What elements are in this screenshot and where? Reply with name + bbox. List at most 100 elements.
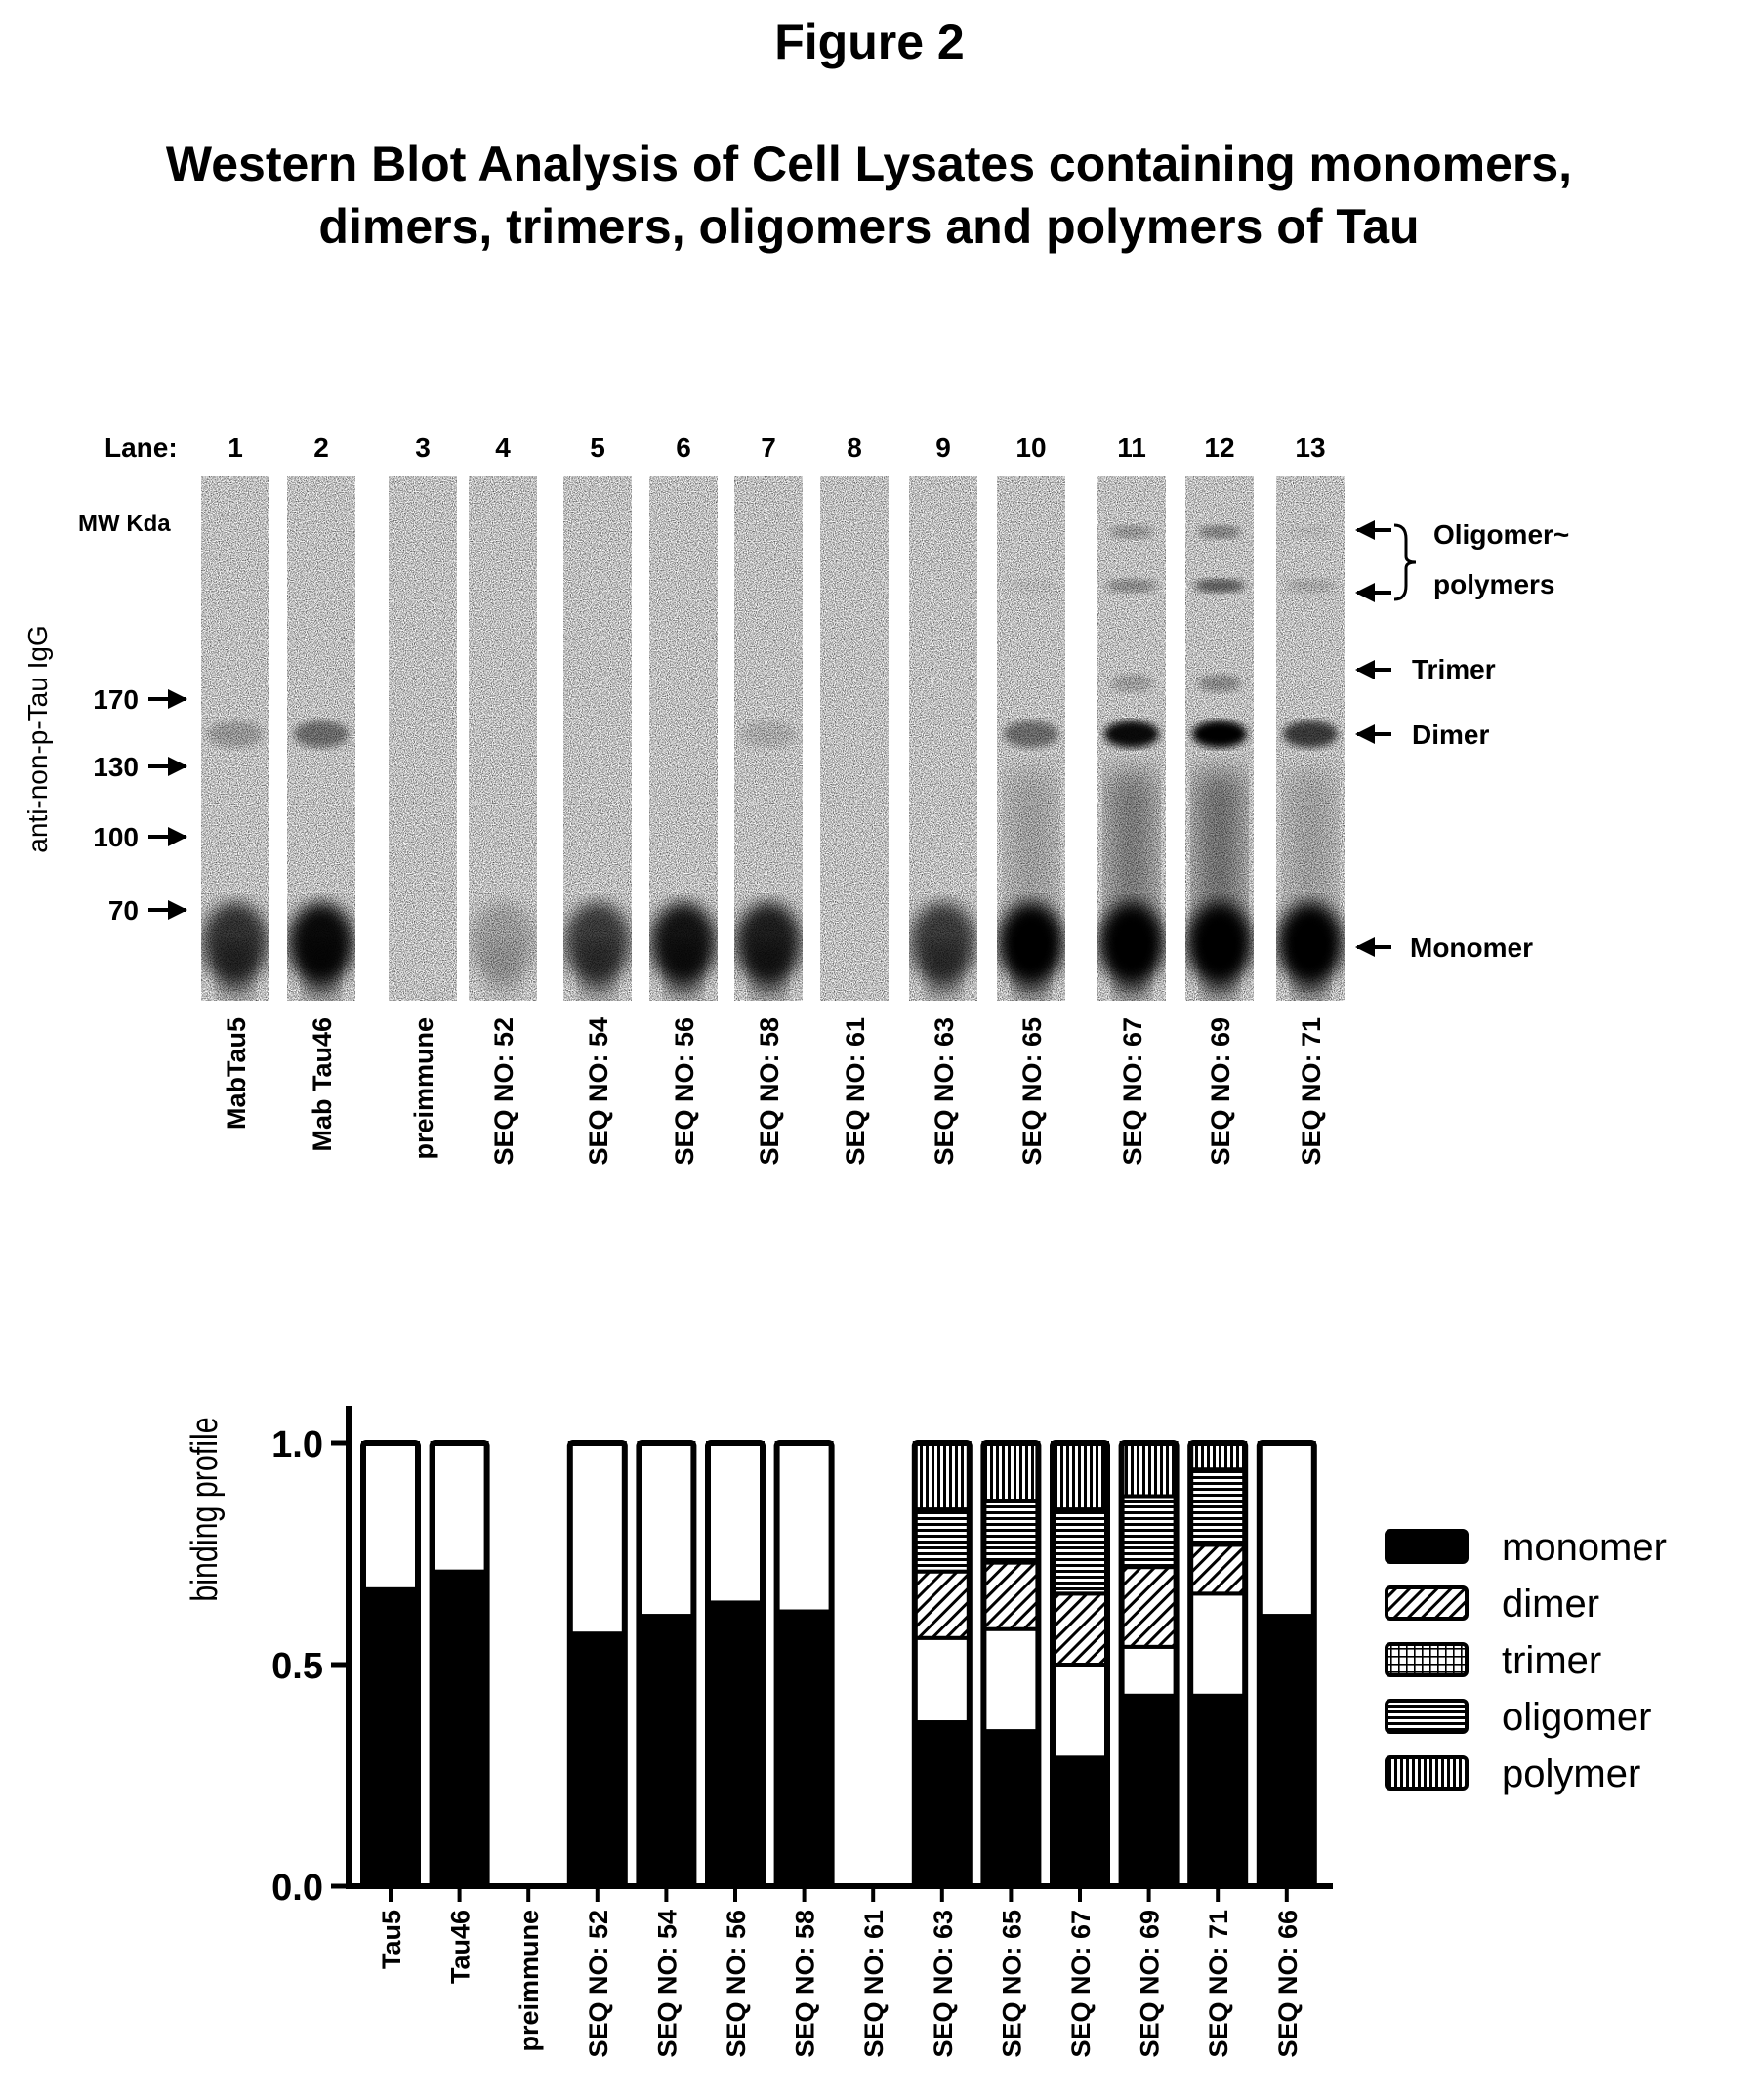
bar-segment-monomer	[912, 1720, 972, 1889]
x-category-label: SEQ NO: 61	[859, 1910, 889, 2058]
bar-segment-unlabeled	[1119, 1644, 1179, 1698]
lane-sample-label: SEQ NO: 71	[1297, 1017, 1326, 1166]
bar-segment-unlabeled	[912, 1635, 972, 1725]
monomer-tail	[485, 943, 520, 1001]
x-category-label: SEQ NO: 69	[1136, 1910, 1165, 2058]
bar-outline	[566, 1440, 628, 1889]
figure-subtitle: Western Blot Analysis of Cell Lysates co…	[88, 133, 1650, 258]
blot-lane	[563, 476, 632, 1001]
x-category-label: SEQ NO: 71	[1204, 1910, 1233, 2058]
lane-number: 9	[935, 432, 951, 463]
bar-segment-dimer	[912, 1569, 972, 1640]
lane-sample-label: SEQ NO: 67	[1118, 1017, 1147, 1166]
monomer-tail	[666, 943, 701, 1001]
monomer-tail	[751, 943, 786, 1001]
lane-sample-label: SEQ NO: 63	[930, 1017, 959, 1166]
bar-segment-unlabeled	[567, 1441, 627, 1636]
x-category-label: SEQ NO: 65	[997, 1910, 1026, 2058]
bar-segment-oligomer	[1119, 1494, 1179, 1570]
blot-lane	[201, 476, 269, 1001]
bar-outline	[1256, 1440, 1317, 1889]
bar-outline	[360, 1440, 421, 1889]
bar-outline	[911, 1440, 973, 1889]
bar-segment-monomer	[774, 1609, 834, 1889]
x-category-label: preimmune	[515, 1910, 544, 2052]
bar-segment-dimer	[1051, 1591, 1109, 1667]
bar-segment-oligomer	[912, 1507, 972, 1574]
blot-lane	[649, 476, 718, 1001]
bar-segment-oligomer	[1188, 1467, 1248, 1547]
bar-outline	[705, 1440, 766, 1889]
x-category-label: SEQ NO: 66	[1273, 1910, 1303, 2058]
legend-swatch-dimer	[1385, 1585, 1469, 1621]
mw-marker-label: 70	[108, 895, 139, 926]
blot-y-axis-label: anti-non-p-Tau IgG	[22, 625, 53, 852]
blot-lane	[389, 476, 457, 1001]
trimer-band	[1198, 675, 1241, 692]
blot-lane	[734, 476, 803, 1001]
dimer-band	[1283, 721, 1338, 748]
stacked-bar	[636, 1440, 697, 1889]
bar-outline	[1050, 1440, 1110, 1889]
trimer-band	[1110, 675, 1153, 692]
lane-sample-label: SEQ NO: 52	[489, 1017, 518, 1166]
mw-marker-label: 170	[93, 684, 139, 715]
bar-segment-monomer	[1119, 1693, 1179, 1889]
stacked-bar	[980, 1440, 1042, 1889]
blot-lane	[1097, 476, 1166, 1001]
band-label-oligomer: Oligomer~	[1433, 519, 1569, 550]
bar-segment-polymer	[912, 1441, 972, 1512]
bar-segment-monomer	[1051, 1755, 1109, 1888]
figure-subtitle-line-2: dimers, trimers, oligomers and polymers …	[318, 199, 1420, 254]
bar-segment-unlabeled	[1051, 1663, 1109, 1760]
stacked-bar	[911, 1440, 973, 1889]
lane-number: 3	[415, 432, 431, 463]
lane-number: 12	[1204, 432, 1234, 463]
lane-sample-label: MabTau5	[222, 1017, 251, 1130]
dimer-band	[1104, 721, 1159, 748]
figure-subtitle-line-1: Western Blot Analysis of Cell Lysates co…	[165, 137, 1573, 191]
bar-outline	[429, 1440, 490, 1889]
bar-outline	[980, 1440, 1042, 1889]
lane-sample-label: SEQ NO: 69	[1206, 1017, 1235, 1166]
lane-background	[389, 476, 457, 1001]
blot-lane	[820, 476, 889, 1001]
blot-lane	[909, 476, 977, 1001]
mw-marker-label: 100	[93, 822, 139, 852]
legend-label-dimer: dimer	[1502, 1583, 1599, 1626]
monomer-tail	[1293, 943, 1328, 1001]
y-tick-label: 0.0	[271, 1868, 323, 1909]
bar-segment-polymer	[1051, 1441, 1109, 1512]
monomer-tail	[1014, 943, 1049, 1001]
band-label-monomer: Monomer	[1410, 932, 1533, 963]
bar-outline	[1187, 1440, 1249, 1889]
dimer-band	[294, 721, 349, 748]
oligomer-band	[1006, 579, 1056, 593]
band-label-polymers: polymers	[1433, 569, 1555, 599]
mw-label: MW Kda	[78, 511, 171, 537]
bar-segment-oligomer	[1051, 1507, 1109, 1596]
stacked-bar	[773, 1440, 835, 1889]
legend-swatch-oligomer	[1385, 1699, 1469, 1734]
bar-segment-unlabeled	[706, 1441, 765, 1605]
stacked-bar	[566, 1440, 628, 1889]
x-category-label: Tau5	[377, 1910, 406, 1969]
bar-segment-monomer	[706, 1600, 765, 1888]
legend-swatch-trimer	[1385, 1642, 1469, 1677]
band-label-trimer: Trimer	[1412, 654, 1496, 684]
polymer-band	[1198, 525, 1241, 539]
oligomer-band	[1285, 579, 1336, 593]
lane-number: 8	[847, 432, 862, 463]
bar-segment-monomer	[567, 1631, 627, 1888]
bar-segment-polymer	[1119, 1441, 1179, 1499]
lane-sample-label: SEQ NO: 54	[584, 1017, 613, 1166]
bar-segment-oligomer	[981, 1499, 1041, 1565]
lane-sample-label: SEQ NO: 61	[841, 1017, 870, 1166]
bar-segment-polymer	[981, 1441, 1041, 1503]
bar-segment-unlabeled	[637, 1441, 696, 1619]
lane-sample-label: SEQ NO: 65	[1017, 1017, 1047, 1166]
band-label-dimer: Dimer	[1412, 720, 1489, 750]
stacked-bar	[360, 1440, 421, 1889]
bar-segment-unlabeled	[774, 1441, 834, 1614]
